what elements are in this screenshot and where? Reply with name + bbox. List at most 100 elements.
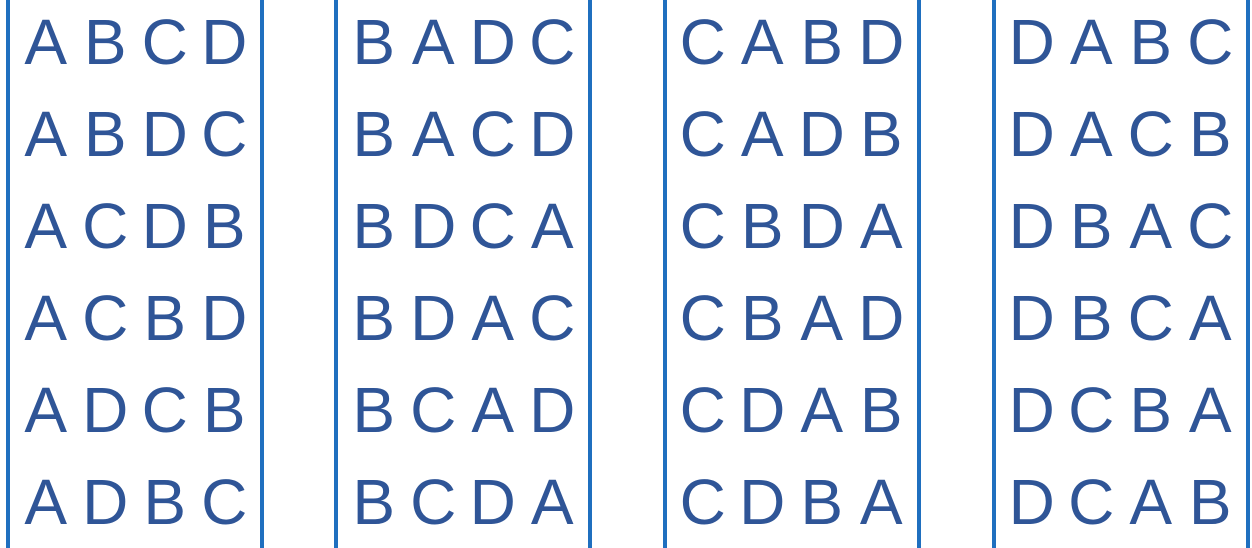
permutation-letter: C — [1187, 190, 1234, 262]
permutation-letter: B — [800, 6, 844, 78]
permutation-letter: C — [679, 6, 726, 78]
permutation-letter: A — [471, 374, 515, 446]
permutation-letter: A — [859, 466, 903, 538]
permutation-letter: B — [352, 98, 396, 170]
permutation-letter: A — [740, 98, 784, 170]
permutation-letter: B — [352, 282, 396, 354]
permutation-letter: D — [1008, 466, 1055, 538]
permutation-letter: A — [530, 190, 574, 262]
permutation-letter: C — [679, 98, 726, 170]
permutation-letter: A — [24, 190, 68, 262]
permutation-letter: D — [529, 374, 576, 446]
permutation-letter: B — [143, 282, 187, 354]
permutation-letter: D — [469, 466, 516, 538]
permutation-letter: D — [1008, 282, 1055, 354]
permutation-letter: B — [740, 190, 784, 262]
permutation-letter: A — [24, 6, 68, 78]
permutation-letter: C — [679, 374, 726, 446]
permutation-letter: B — [800, 466, 844, 538]
permutation-letter: B — [352, 190, 396, 262]
permutation-letter: B — [740, 282, 784, 354]
permutation-letter: B — [352, 6, 396, 78]
permutation-letter: C — [201, 466, 248, 538]
permutation-letter: C — [410, 374, 457, 446]
permutation-letter: D — [201, 282, 248, 354]
permutation-letter: A — [859, 190, 903, 262]
permutation-letter: A — [24, 466, 68, 538]
permutation-letter: B — [1129, 374, 1173, 446]
permutation-letter: D — [858, 6, 905, 78]
permutation-letter: B — [1188, 466, 1232, 538]
permutation-letter: C — [410, 466, 457, 538]
permutation-letter: C — [529, 282, 576, 354]
permutation-letter: A — [1069, 6, 1113, 78]
permutation-letter: C — [469, 98, 516, 170]
permutation-letter: B — [352, 466, 396, 538]
permutation-letter: A — [740, 6, 784, 78]
permutation-letter: B — [1069, 190, 1113, 262]
permutation-letter: A — [411, 6, 455, 78]
permutation-letter: D — [798, 190, 845, 262]
permutation-letter: D — [1008, 190, 1055, 262]
permutation-letter: D — [739, 374, 786, 446]
permutation-letter: C — [82, 282, 129, 354]
permutation-letter: D — [1008, 98, 1055, 170]
permutation-letter: A — [1188, 282, 1232, 354]
permutation-letter: C — [529, 6, 576, 78]
permutation-letter: B — [83, 98, 127, 170]
permutation-letter: D — [858, 282, 905, 354]
permutation-letter: B — [352, 374, 396, 446]
permutation-letter: D — [1008, 374, 1055, 446]
permutation-letter: B — [859, 98, 903, 170]
permutation-letter: A — [24, 98, 68, 170]
permutation-letter: B — [143, 466, 187, 538]
permutation-letter: C — [141, 374, 188, 446]
permutation-letter: C — [201, 98, 248, 170]
permutation-letter: C — [1068, 374, 1115, 446]
permutation-letter: B — [1069, 282, 1113, 354]
permutation-letter: C — [141, 6, 188, 78]
permutation-letter: A — [530, 466, 574, 538]
permutation-letter: A — [471, 282, 515, 354]
permutation-letter: D — [82, 374, 129, 446]
permutation-letter: A — [1188, 374, 1232, 446]
permutation-letter: C — [679, 466, 726, 538]
permutation-letter: D — [201, 6, 248, 78]
permutation-letter: A — [1129, 190, 1173, 262]
permutation-letter: C — [679, 190, 726, 262]
permutation-letter: A — [800, 374, 844, 446]
permutation-letter: B — [859, 374, 903, 446]
permutation-letter: A — [24, 282, 68, 354]
permutation-letter: D — [739, 466, 786, 538]
permutation-letter: D — [529, 98, 576, 170]
permutation-letter: B — [83, 6, 127, 78]
permutation-letter: C — [1127, 98, 1174, 170]
permutation-letter: D — [469, 6, 516, 78]
permutation-letter: C — [1187, 6, 1234, 78]
permutation-letter: A — [800, 282, 844, 354]
permutation-letter: D — [141, 98, 188, 170]
permutation-letter: C — [1127, 282, 1174, 354]
permutation-letter: B — [202, 190, 246, 262]
